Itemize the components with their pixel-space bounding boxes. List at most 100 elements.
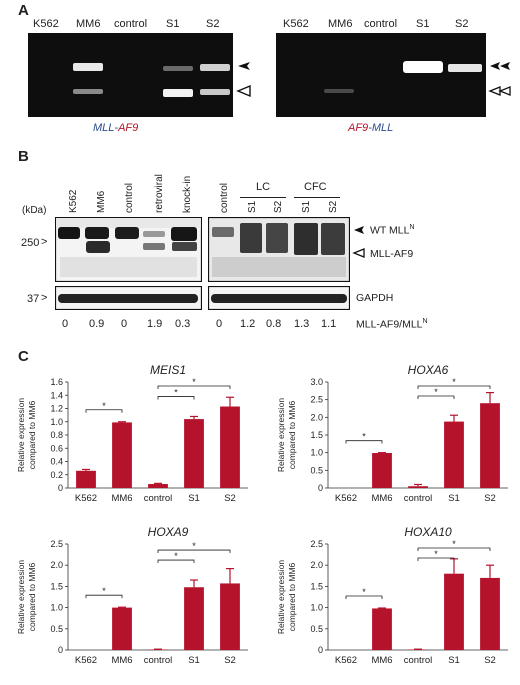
x-tick-label: MM6	[111, 655, 132, 666]
y-axis-label: Relative expression	[276, 398, 286, 472]
blot-lane-lc-s2: S2	[273, 200, 284, 213]
y-tick-label: 0	[58, 483, 63, 493]
marker-37-chevron-icon: >	[41, 292, 48, 304]
blot-lane-control-2: control	[219, 182, 230, 213]
y-tick-label: 1.0	[50, 603, 63, 613]
y-tick-label: 1.6	[50, 377, 63, 387]
x-tick-label: K562	[335, 655, 357, 666]
x-tick-label: S1	[448, 493, 460, 504]
gel-left-band-s1-lower	[163, 89, 193, 97]
gel-left-band-s2-upper	[200, 64, 230, 71]
filled-arrowhead-icon	[354, 226, 364, 234]
x-tick-label: K562	[75, 655, 97, 666]
bar	[76, 470, 96, 488]
x-tick-label: control	[404, 493, 433, 504]
ratio-value: 0	[121, 318, 128, 330]
group-label-lc: LC	[256, 181, 271, 193]
bar	[112, 607, 132, 650]
gel-right-lane-s2: S2	[455, 18, 469, 30]
y-axis-label: compared to MM6	[27, 562, 37, 631]
bar	[148, 484, 168, 488]
y-tick-label: 0	[58, 645, 63, 655]
x-tick-label: MM6	[371, 493, 392, 504]
y-tick-label: 0	[318, 483, 323, 493]
significance-bracket	[157, 396, 195, 400]
ratio-value: 1.2	[240, 318, 256, 330]
double-filled-arrowhead-icon	[490, 62, 500, 70]
panel-a-letter: A	[18, 2, 29, 19]
significance-bracket	[345, 595, 383, 600]
chart-hoxa10: HOXA10 Relative expression compared to MM6…	[276, 525, 508, 666]
bar	[184, 419, 204, 488]
gel-right-band-mm6	[324, 89, 354, 93]
bar	[220, 583, 240, 650]
significance-marker: *	[434, 387, 438, 397]
blot-lane-retroviral: retroviral	[154, 174, 165, 213]
significance-marker: *	[452, 539, 456, 549]
significance-bracket	[85, 594, 123, 599]
y-tick-label: 2.0	[310, 412, 323, 422]
bar	[112, 422, 132, 488]
ratio-value: 1.9	[147, 318, 163, 330]
y-tick-label: 0.5	[310, 465, 323, 475]
y-tick-label: 3.0	[310, 377, 323, 387]
ratio-value: 0.9	[89, 318, 105, 330]
caption-af9-right: AF9	[348, 122, 369, 134]
bar	[480, 403, 500, 488]
gel-left-band-s2-lower	[200, 89, 230, 95]
bar	[444, 573, 464, 650]
y-tick-label: 0.2	[50, 470, 63, 480]
chart-title: HOXA6	[408, 363, 449, 377]
significance-bracket	[157, 559, 195, 564]
gel-left-lane-control: control	[114, 18, 148, 30]
band-label-gapdh: GAPDH	[356, 292, 394, 304]
significance-marker: *	[362, 432, 366, 442]
blot-lane-mm6: MM6	[96, 190, 107, 213]
significance-bracket	[417, 557, 455, 561]
marker-250-label: 250	[21, 237, 40, 249]
bar	[220, 406, 240, 488]
significance-marker: *	[102, 586, 106, 596]
blot-lane-control: control	[124, 182, 135, 213]
y-tick-label: 1.2	[50, 404, 63, 414]
gel-right-lane-mm6: MM6	[328, 18, 353, 30]
chart-title: MEIS1	[150, 363, 186, 377]
significance-marker: *	[102, 401, 106, 411]
blot-right-mll-image	[208, 217, 350, 282]
significance-marker: *	[174, 551, 178, 561]
y-tick-label: 0.8	[50, 430, 63, 440]
y-axis-label: Relative expression	[276, 560, 286, 634]
y-tick-label: 2.5	[310, 539, 323, 549]
x-tick-label: MM6	[371, 655, 392, 666]
chart-title: HOXA10	[404, 525, 452, 539]
gel-left-lane-k562: K562	[33, 18, 59, 30]
band-label-wt-mll: WT MLLN	[370, 224, 415, 237]
x-tick-label: S2	[224, 655, 236, 666]
marker-37-label: 37	[27, 293, 40, 305]
blot-lane-k562: K562	[68, 189, 79, 213]
bar	[444, 421, 464, 488]
significance-bracket	[417, 385, 491, 389]
x-tick-label: MM6	[111, 493, 132, 504]
chart-title: HOXA9	[148, 525, 189, 539]
blot-lane-knock-in: knock-in	[182, 175, 193, 213]
bar	[184, 587, 204, 650]
y-tick-label: 0.6	[50, 443, 63, 453]
x-tick-label: K562	[335, 493, 357, 504]
ratio-value: 0	[62, 318, 69, 330]
open-arrowhead-icon	[352, 248, 365, 258]
group-label-cfc: CFC	[304, 181, 327, 193]
group-line-cfc	[294, 197, 340, 198]
bar	[372, 608, 392, 650]
panel-b-letter: B	[18, 148, 29, 165]
y-axis-label: compared to MM6	[27, 400, 37, 469]
y-tick-label: 1.0	[310, 448, 323, 458]
gel-right-caption: AF9-MLL	[348, 122, 394, 134]
kda-unit-label: (kDa)	[22, 205, 47, 216]
ratio-value: 0	[216, 318, 223, 330]
y-axis-label: compared to MM6	[287, 400, 297, 469]
panel-c-letter: C	[18, 348, 29, 365]
ratio-value: 0.8	[266, 318, 282, 330]
blot-right-gapdh-image	[208, 286, 350, 310]
significance-bracket	[417, 395, 455, 399]
